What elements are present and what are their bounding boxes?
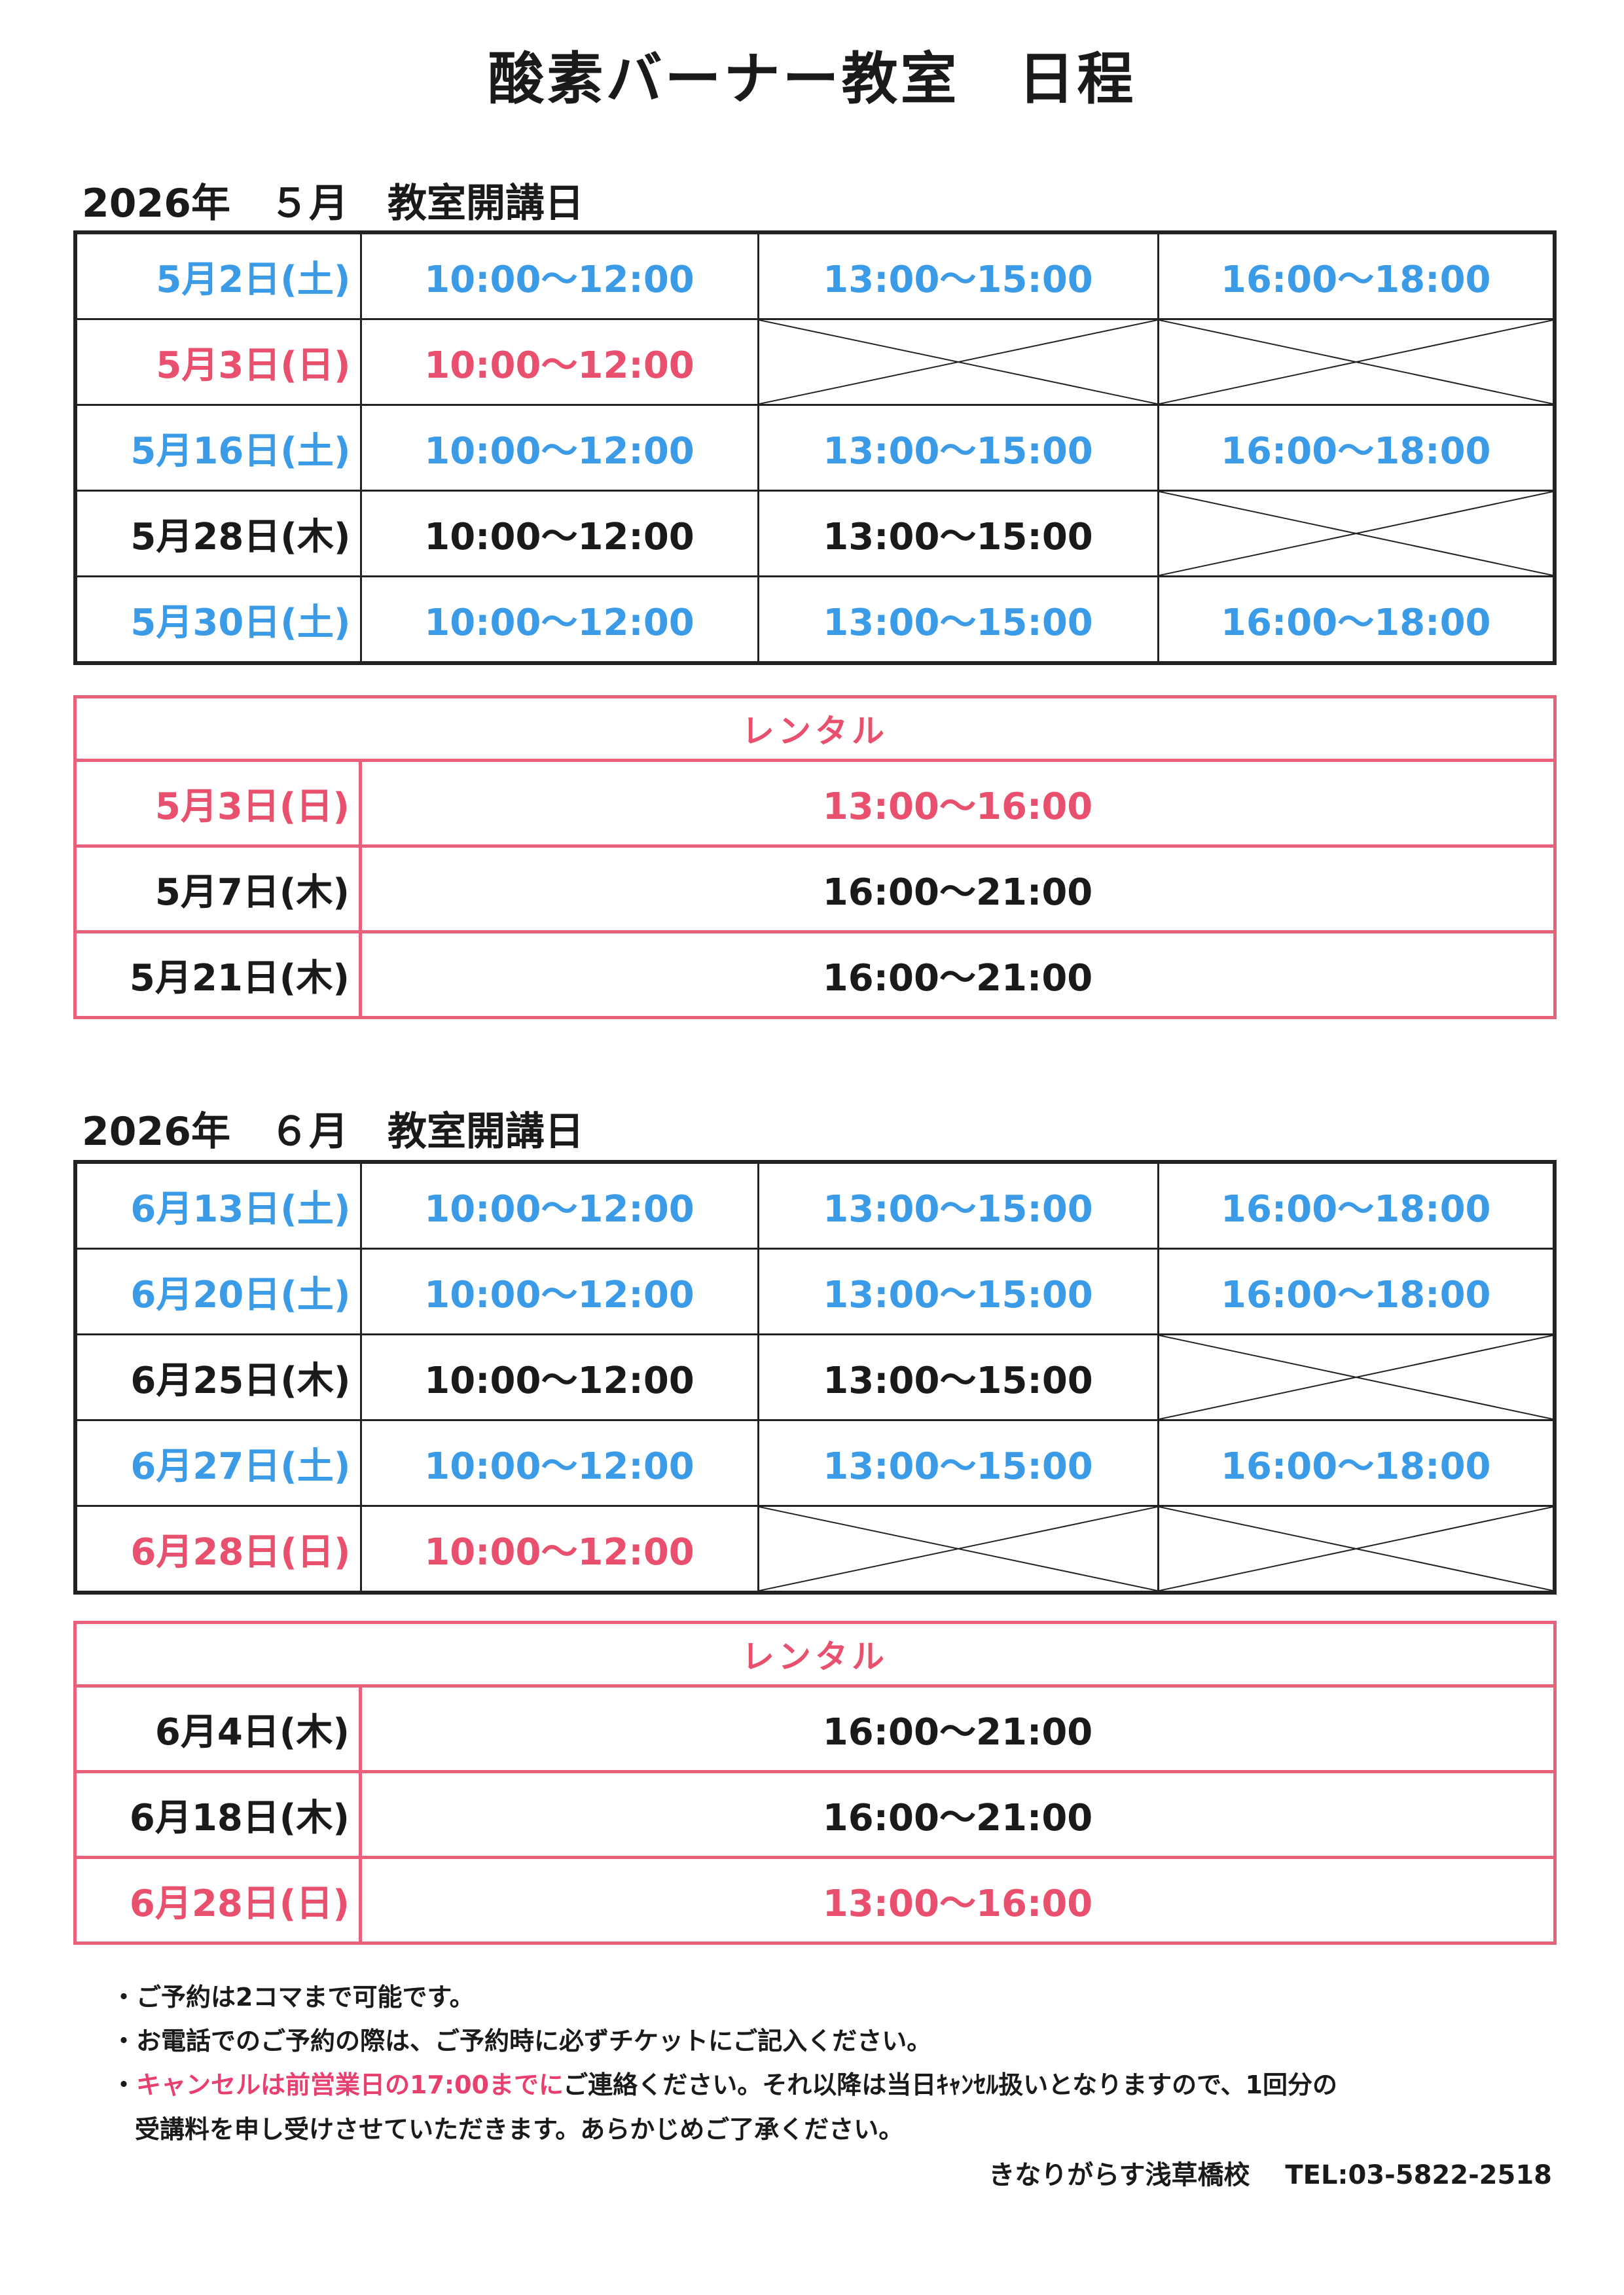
unavailable-slot — [1157, 490, 1556, 577]
schedule-row: 5月28日(木) 10:00〜12:00 13:00〜15:00 — [74, 490, 1556, 577]
rental-row: 5月3日(日) 13:00〜16:00 — [73, 759, 1557, 848]
time-slot: 13:00〜15:00 — [757, 231, 1159, 320]
schedule-row: 5月3日(日) 10:00〜12:00 — [74, 318, 1556, 406]
time-slot: 10:00〜12:00 — [359, 1333, 759, 1421]
class-date: 5月2日(土) — [74, 231, 362, 320]
rental-time: 13:00〜16:00 — [359, 1856, 1557, 1945]
rental-row: 5月21日(木) 16:00〜21:00 — [73, 930, 1557, 1019]
unavailable-slot — [1157, 1333, 1556, 1421]
class-date: 5月3日(日) — [74, 318, 362, 406]
rental-row: 6月4日(木) 16:00〜21:00 — [73, 1684, 1557, 1773]
rental-table: レンタル 6月4日(木) 16:00〜21:00 6月18日(木) 16:00〜21:0… — [73, 1621, 1557, 1945]
schedule-row: 5月2日(土) 10:00〜12:00 13:00〜15:00 16:00〜18:00 — [74, 231, 1556, 320]
time-slot: 13:00〜15:00 — [757, 1419, 1159, 1507]
cross-out-mark — [1159, 1335, 1553, 1419]
unavailable-slot — [1157, 1505, 1556, 1594]
time-slot: 10:00〜12:00 — [359, 1419, 759, 1507]
schedule-row: 6月20日(土) 10:00〜12:00 13:00〜15:00 16:00〜18:0… — [74, 1248, 1556, 1335]
class-date: 5月28日(木) — [74, 490, 362, 577]
time-slot: 10:00〜12:00 — [359, 1248, 759, 1335]
time-slot: 10:00〜12:00 — [359, 490, 759, 577]
class-date: 6月28日(日) — [74, 1505, 362, 1594]
note-cancellation: ・キャンセルは前営業日の17:00までにご連絡ください。それ以降は当日ｷｬﾝｾﾙ… — [111, 2065, 1337, 2101]
unavailable-slot — [757, 318, 1159, 406]
schedule-row: 6月13日(土) 10:00〜12:00 13:00〜15:00 16:00〜18:0… — [74, 1161, 1556, 1250]
class-date: 6月25日(木) — [74, 1333, 362, 1421]
class-date: 5月16日(土) — [74, 404, 362, 492]
note-phone-reservation: ・お電話でのご予約の際は、ご予約時に必ずチケットにご記入ください。 — [111, 2027, 932, 2055]
class-date: 6月20日(土) — [74, 1248, 362, 1335]
time-slot: 16:00〜18:00 — [1157, 1419, 1556, 1507]
time-slot: 10:00〜12:00 — [359, 231, 759, 320]
rental-date: 6月18日(木) — [73, 1770, 362, 1859]
school-contact: きなりがらす浅草橋校 TEL:03-5822-2518 — [988, 2160, 1552, 2190]
time-slot: 16:00〜18:00 — [1157, 1248, 1556, 1335]
cross-out-mark — [1159, 320, 1553, 404]
schedule-row: 6月27日(土) 10:00〜12:00 13:00〜15:00 16:00〜18:0… — [74, 1419, 1556, 1507]
time-slot: 10:00〜12:00 — [359, 1161, 759, 1250]
rental-header: レンタル — [73, 695, 1557, 762]
cancellation-deadline: キャンセルは前営業日の17:00までに — [136, 2070, 564, 2099]
time-slot: 10:00〜12:00 — [359, 1505, 759, 1594]
cross-out-mark — [1159, 492, 1553, 575]
rental-date: 5月7日(木) — [73, 844, 362, 933]
schedule-row: 6月25日(木) 10:00〜12:00 13:00〜15:00 — [74, 1333, 1556, 1421]
cross-out-mark — [759, 1507, 1157, 1591]
class-date: 6月13日(土) — [74, 1161, 362, 1250]
time-slot: 13:00〜15:00 — [757, 1161, 1159, 1250]
month-heading: 2026年 ６月 教室開講日 — [82, 1109, 584, 1155]
schedule-row: 5月30日(土) 10:00〜12:00 13:00〜15:00 16:00〜18:0… — [74, 575, 1556, 664]
rental-row: 6月18日(木) 16:00〜21:00 — [73, 1770, 1557, 1859]
rental-date: 6月4日(木) — [73, 1684, 362, 1773]
time-slot: 16:00〜18:00 — [1157, 404, 1556, 492]
note-cancellation-fee: 受講料を申し受けさせていただきます。あらかじめご了承ください。 — [135, 2115, 904, 2144]
rental-date: 6月28日(日) — [73, 1856, 362, 1945]
time-slot: 10:00〜12:00 — [359, 575, 759, 664]
rental-time: 16:00〜21:00 — [359, 930, 1557, 1019]
class-date: 5月30日(土) — [74, 575, 362, 664]
schedule-row: 6月28日(日) 10:00〜12:00 — [74, 1505, 1556, 1594]
rental-time: 16:00〜21:00 — [359, 1770, 1557, 1859]
rental-time: 16:00〜21:00 — [359, 1684, 1557, 1773]
cancellation-text: ご連絡ください。それ以降は当日ｷｬﾝｾﾙ扱いとなりますので、1回分の — [563, 2070, 1338, 2099]
note-bullet: ・ — [111, 2070, 137, 2099]
cross-out-mark — [1159, 1507, 1553, 1591]
note-reservation-limit: ・ご予約は2コマまで可能です。 — [111, 1983, 475, 2012]
class-schedule-table: 6月13日(土) 10:00〜12:00 13:00〜15:00 16:00〜18:0… — [73, 1160, 1557, 1595]
schedule-row: 5月16日(土) 10:00〜12:00 13:00〜15:00 16:00〜18:0… — [74, 404, 1556, 492]
time-slot: 13:00〜15:00 — [757, 404, 1159, 492]
cross-out-mark — [759, 320, 1157, 404]
month-heading: 2026年 ５月 教室開講日 — [82, 181, 584, 226]
unavailable-slot — [757, 1505, 1159, 1594]
rental-time: 16:00〜21:00 — [359, 844, 1557, 933]
rental-time: 13:00〜16:00 — [359, 759, 1557, 848]
rental-header: レンタル — [73, 1621, 1557, 1688]
time-slot: 13:00〜15:00 — [757, 490, 1159, 577]
unavailable-slot — [1157, 318, 1556, 406]
class-schedule-table: 5月2日(土) 10:00〜12:00 13:00〜15:00 16:00〜18:00… — [73, 230, 1557, 665]
time-slot: 16:00〜18:00 — [1157, 575, 1556, 664]
rental-row: 5月7日(木) 16:00〜21:00 — [73, 844, 1557, 933]
rental-table: レンタル 5月3日(日) 13:00〜16:00 5月7日(木) 16:00〜21:00… — [73, 695, 1557, 1019]
time-slot: 16:00〜18:00 — [1157, 1161, 1556, 1250]
time-slot: 10:00〜12:00 — [359, 404, 759, 492]
time-slot: 16:00〜18:00 — [1157, 231, 1556, 320]
rental-date: 5月21日(木) — [73, 930, 362, 1019]
page-title: 酸素バーナー教室 日程 — [488, 46, 1136, 112]
time-slot: 13:00〜15:00 — [757, 575, 1159, 664]
time-slot: 13:00〜15:00 — [757, 1333, 1159, 1421]
time-slot: 13:00〜15:00 — [757, 1248, 1159, 1335]
rental-row: 6月28日(日) 13:00〜16:00 — [73, 1856, 1557, 1945]
rental-date: 5月3日(日) — [73, 759, 362, 848]
class-date: 6月27日(土) — [74, 1419, 362, 1507]
time-slot: 10:00〜12:00 — [359, 318, 759, 406]
